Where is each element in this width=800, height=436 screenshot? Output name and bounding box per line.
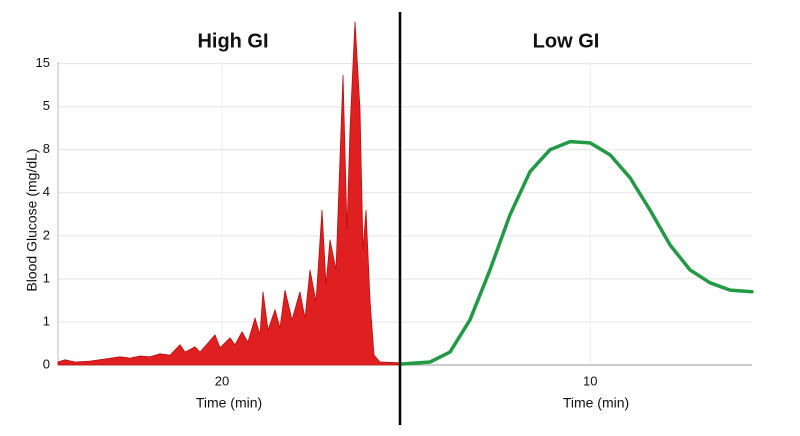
- x-axis-label: Time (min): [563, 395, 629, 411]
- y-tick-label: 8: [43, 141, 50, 156]
- y-tick-label: 2: [43, 227, 50, 242]
- y-tick-label: 0: [43, 356, 50, 371]
- chart-title: High GI: [197, 30, 268, 52]
- x-axis-label: Time (min): [196, 395, 262, 411]
- x-tick-label: 20: [215, 373, 229, 388]
- y-tick-label: 4: [43, 184, 50, 199]
- y-axis-label: Blood Glucose (mg/dL): [24, 148, 40, 291]
- line: [398, 139, 754, 366]
- y-tick-label: 1: [43, 270, 50, 285]
- chart-title: Low GI: [533, 30, 600, 52]
- y-tick-label: 15: [36, 55, 50, 70]
- area: [57, 21, 401, 366]
- x-tick-label: 10: [583, 373, 597, 388]
- y-tick-label: 1: [43, 313, 50, 328]
- y-tick-label: 5: [43, 98, 50, 113]
